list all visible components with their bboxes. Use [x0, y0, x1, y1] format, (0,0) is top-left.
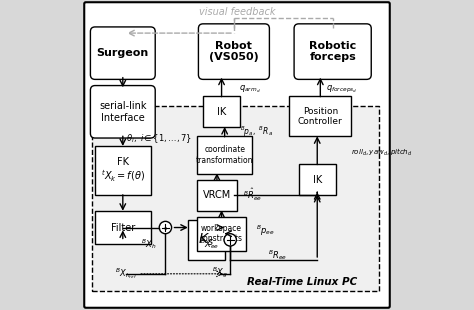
FancyBboxPatch shape — [203, 96, 240, 127]
FancyBboxPatch shape — [197, 217, 246, 251]
Text: ${}^{B}X_h$: ${}^{B}X_h$ — [141, 237, 157, 251]
Text: ${}^{B}X_{h_{ref}}$: ${}^{B}X_{h_{ref}}$ — [115, 266, 137, 281]
FancyBboxPatch shape — [84, 2, 390, 308]
Text: IK: IK — [217, 107, 226, 117]
FancyBboxPatch shape — [290, 96, 351, 136]
Text: FK
${}^{t}X_k = f(\theta)$: FK ${}^{t}X_k = f(\theta)$ — [101, 157, 145, 184]
Text: $K_s$: $K_s$ — [198, 232, 214, 248]
Text: Real-Time Linux PC: Real-Time Linux PC — [246, 277, 357, 287]
Text: $roll_d, yaw_d, pitch_d$: $roll_d, yaw_d, pitch_d$ — [351, 147, 413, 158]
Text: Surgeon: Surgeon — [97, 48, 149, 58]
FancyBboxPatch shape — [188, 220, 225, 260]
Text: ${}^{B}X_{ee}$: ${}^{B}X_{ee}$ — [200, 237, 219, 251]
Circle shape — [224, 234, 237, 246]
Text: VRCM: VRCM — [203, 190, 231, 200]
FancyBboxPatch shape — [299, 164, 336, 195]
Text: ${}^{B}R_{ee}$: ${}^{B}R_{ee}$ — [268, 248, 287, 262]
FancyBboxPatch shape — [197, 136, 253, 174]
FancyBboxPatch shape — [197, 180, 237, 210]
FancyBboxPatch shape — [294, 24, 371, 79]
Text: Filter: Filter — [111, 223, 135, 232]
Text: visual feedback: visual feedback — [199, 7, 275, 16]
FancyBboxPatch shape — [199, 24, 269, 79]
Text: Robot
(VS050): Robot (VS050) — [209, 41, 259, 62]
FancyBboxPatch shape — [95, 146, 151, 195]
Text: coordinate
transformation: coordinate transformation — [196, 145, 254, 165]
Text: serial-link
Interface: serial-link Interface — [99, 101, 146, 122]
Text: $q_{forceps_d}$: $q_{forceps_d}$ — [327, 83, 358, 95]
Text: ${}^{B}\hat{R}_{ee}$: ${}^{B}\hat{R}_{ee}$ — [243, 187, 263, 203]
Text: workspace
constraints: workspace constraints — [200, 224, 243, 243]
FancyBboxPatch shape — [91, 86, 155, 138]
Text: $\circ$: $\circ$ — [163, 223, 168, 232]
Text: ${}^{B}p_a,\ {}^{B}R_a$: ${}^{B}p_a,\ {}^{B}R_a$ — [240, 125, 273, 139]
Text: $q_{arm_d}$: $q_{arm_d}$ — [238, 83, 260, 95]
Text: $\theta_i,\ i\in\{1,\ldots,7\}$: $\theta_i,\ i\in\{1,\ldots,7\}$ — [126, 132, 191, 145]
FancyBboxPatch shape — [95, 210, 151, 245]
Text: IK: IK — [313, 175, 322, 185]
Bar — [92, 106, 379, 291]
Text: ${}^{B}p_{ee}$: ${}^{B}p_{ee}$ — [255, 223, 274, 238]
Text: Robotic
forceps: Robotic forceps — [309, 41, 356, 62]
Text: ${}^{B}X_g$: ${}^{B}X_g$ — [212, 266, 228, 281]
Circle shape — [159, 221, 172, 234]
Text: Position
Controller: Position Controller — [298, 107, 343, 126]
FancyBboxPatch shape — [91, 27, 155, 79]
